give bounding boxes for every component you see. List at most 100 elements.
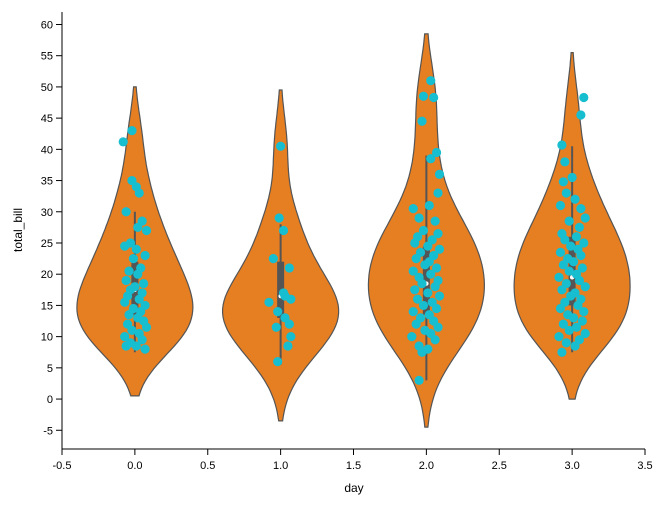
data-point [579, 92, 589, 103]
data-point [131, 244, 141, 254]
data-point [414, 375, 424, 385]
data-point [278, 225, 289, 236]
data-point [580, 328, 590, 339]
data-point [120, 332, 130, 342]
data-point [555, 247, 566, 257]
data-point [139, 278, 149, 289]
data-point [426, 76, 436, 86]
data-point [574, 275, 585, 286]
data-point [558, 319, 568, 329]
data-point [558, 260, 568, 270]
data-point [133, 269, 143, 279]
data-point [577, 316, 587, 326]
data-point [571, 322, 582, 332]
y-tick-label: 60 [41, 19, 53, 31]
data-point [284, 263, 294, 273]
data-point [558, 177, 568, 187]
data-point [576, 204, 586, 214]
violin-3 [513, 52, 631, 400]
data-point [424, 200, 434, 211]
data-point [560, 235, 570, 245]
y-tick-label: 30 [41, 207, 53, 219]
violin-1 [222, 89, 340, 422]
data-point [124, 310, 134, 320]
data-point [410, 285, 420, 295]
data-point [430, 216, 440, 226]
data-point [410, 238, 420, 248]
data-point [273, 307, 283, 317]
data-point [557, 347, 567, 357]
data-point [555, 303, 566, 314]
data-point [418, 91, 429, 101]
x-tick-label: 3.5 [637, 460, 652, 472]
y-tick-label: 20 [41, 269, 53, 281]
data-point [127, 126, 137, 136]
y-tick-label: 55 [41, 51, 53, 63]
data-point [561, 188, 571, 198]
y-tick-label: 45 [41, 113, 53, 125]
data-point [579, 307, 589, 317]
data-point [274, 213, 284, 223]
data-point [283, 341, 293, 351]
data-point [580, 213, 590, 223]
data-point [561, 338, 571, 348]
data-point [408, 204, 418, 214]
data-point [431, 147, 442, 158]
data-point [286, 294, 296, 304]
y-axis-label: total_bill [11, 208, 25, 252]
data-point [264, 297, 274, 307]
data-point [140, 250, 150, 261]
data-point [128, 253, 139, 264]
data-point [134, 188, 144, 198]
data-point [433, 188, 443, 198]
data-point [560, 157, 570, 167]
data-point [579, 238, 589, 248]
x-tick-label: 1.0 [273, 460, 288, 472]
data-point [564, 325, 574, 335]
data-point [567, 172, 577, 183]
data-point [121, 207, 131, 217]
data-point [127, 325, 137, 335]
data-point [124, 266, 134, 276]
data-point [423, 288, 433, 298]
data-point [433, 229, 443, 239]
x-tick-label: 2.0 [419, 460, 434, 472]
x-tick-label: 0.0 [127, 460, 142, 472]
data-point [426, 269, 436, 279]
violin-2 [367, 33, 486, 428]
y-tick-label: -5 [43, 425, 53, 437]
data-point [140, 344, 150, 354]
data-point [570, 341, 580, 351]
data-point [268, 253, 278, 264]
data-point [430, 335, 440, 345]
data-point [121, 341, 131, 351]
data-point [131, 341, 141, 351]
data-point [564, 216, 574, 226]
data-point [413, 294, 423, 304]
data-point [580, 282, 590, 292]
violin-0 [76, 86, 194, 397]
y-tick-label: 15 [41, 300, 53, 312]
data-point [417, 347, 427, 357]
data-point [420, 260, 430, 270]
data-point [417, 116, 427, 126]
data-point [141, 225, 152, 236]
data-point [573, 300, 583, 311]
x-tick-label: 2.5 [492, 460, 507, 472]
data-point [134, 294, 144, 304]
x-tick-label: 1.5 [346, 460, 361, 472]
data-point [576, 250, 586, 261]
x-tick-label: 3.0 [564, 460, 579, 472]
data-point [434, 244, 445, 254]
axes: -5 0 5 10 15 20 25 30 35 40 45 50 55 60 -0.5 0.0 0.5 1.0 1… [41, 12, 653, 472]
data-point [284, 319, 294, 329]
data-point [118, 137, 128, 147]
x-tick-label: 0.5 [200, 460, 215, 472]
data-point [434, 291, 445, 301]
data-point [554, 332, 564, 342]
data-point [271, 322, 281, 332]
data-point [555, 200, 566, 211]
data-point [564, 266, 574, 276]
data-point [141, 322, 152, 332]
